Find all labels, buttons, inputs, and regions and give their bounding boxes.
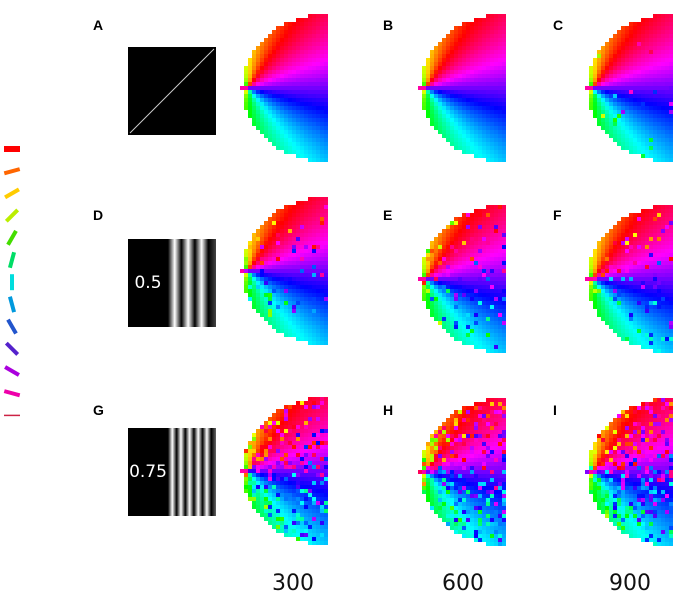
column-label-900: 900	[609, 571, 651, 596]
orientation-map-i	[585, 398, 673, 546]
column-label-600: 600	[442, 571, 484, 596]
orientation-map-c	[585, 14, 673, 162]
legend-bar-105	[7, 296, 17, 313]
legend-bar-15	[3, 167, 21, 176]
panel-label-e: E	[383, 207, 393, 223]
panel-label-f: F	[553, 207, 562, 223]
stimulus-grating-0-75: 0.75	[128, 428, 216, 516]
orientation-legend	[3, 146, 21, 417]
diagonal-line-icon	[129, 48, 215, 134]
legend-bar-150	[4, 365, 20, 377]
orientation-map-b	[418, 14, 506, 162]
panel-label-c: C	[553, 17, 564, 33]
panel-label-h: H	[383, 402, 394, 418]
orientation-map-e	[418, 205, 506, 353]
panel-label-b: B	[383, 17, 394, 33]
legend-bar-75	[7, 251, 17, 269]
panel-label-i: I	[553, 402, 557, 418]
orientation-map-f	[585, 205, 673, 353]
orientation-map-a	[240, 14, 328, 162]
stimulus-contrast-label: 0.5	[134, 273, 162, 293]
legend-bar-120	[6, 318, 18, 335]
panel-label-d: D	[93, 207, 104, 223]
legend-bar-30	[4, 187, 20, 200]
stimulus-grating-0-5: 0.5	[128, 239, 216, 327]
column-label-300: 300	[272, 571, 314, 596]
orientation-map-d	[240, 197, 328, 345]
legend-bar-45	[4, 208, 20, 223]
orientation-map-h	[418, 398, 506, 546]
stimulus-diagonal-line	[128, 47, 216, 135]
grating-icon	[168, 239, 216, 327]
legend-bar-135	[4, 341, 20, 356]
orientation-map-g	[240, 397, 328, 545]
legend-bar-165	[3, 389, 21, 398]
panel-label-a: A	[93, 17, 104, 33]
panel-label-g: G	[93, 402, 104, 418]
grating-icon	[168, 428, 216, 516]
stimulus-contrast-label: 0.75	[129, 462, 167, 482]
legend-bar-60	[6, 229, 18, 246]
